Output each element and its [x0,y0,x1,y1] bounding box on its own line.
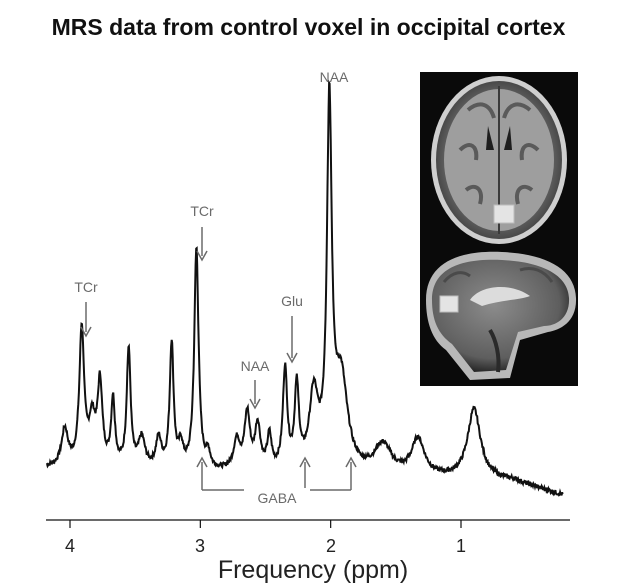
x-ticks [69,520,462,528]
annotation-glu: Glu [281,293,303,364]
annotation-label-naa-1: NAA [320,69,349,85]
annotation-label-tcr-1: TCr [74,279,98,295]
annotation-gaba: GABA [196,456,357,508]
tick-label-2: 2 [326,536,336,556]
tick-label-4: 4 [65,536,75,556]
annotation-naa-small: NAA [241,358,270,410]
annotation-naa-peak: NAA [320,69,349,85]
axial-slice-image [431,76,567,244]
annotation-tcr-left: TCr [74,279,98,338]
tick-label-3: 3 [195,536,205,556]
spectrum-line [45,79,564,497]
x-axis-label: Frequency (ppm) [218,556,408,584]
annotation-label-glu: Glu [281,293,303,309]
annotation-tcr-center: TCr [190,203,214,262]
annotation-label-naa-2: NAA [241,358,270,374]
annotation-label-tcr-2: TCr [190,203,214,219]
annotation-label-gaba: GABA [258,490,298,506]
chart-title: MRS data from control voxel in occipital… [51,14,566,40]
sagittal-slice-image [426,251,577,380]
tick-label-1: 1 [456,536,466,556]
mri-brain-icon [420,72,578,386]
